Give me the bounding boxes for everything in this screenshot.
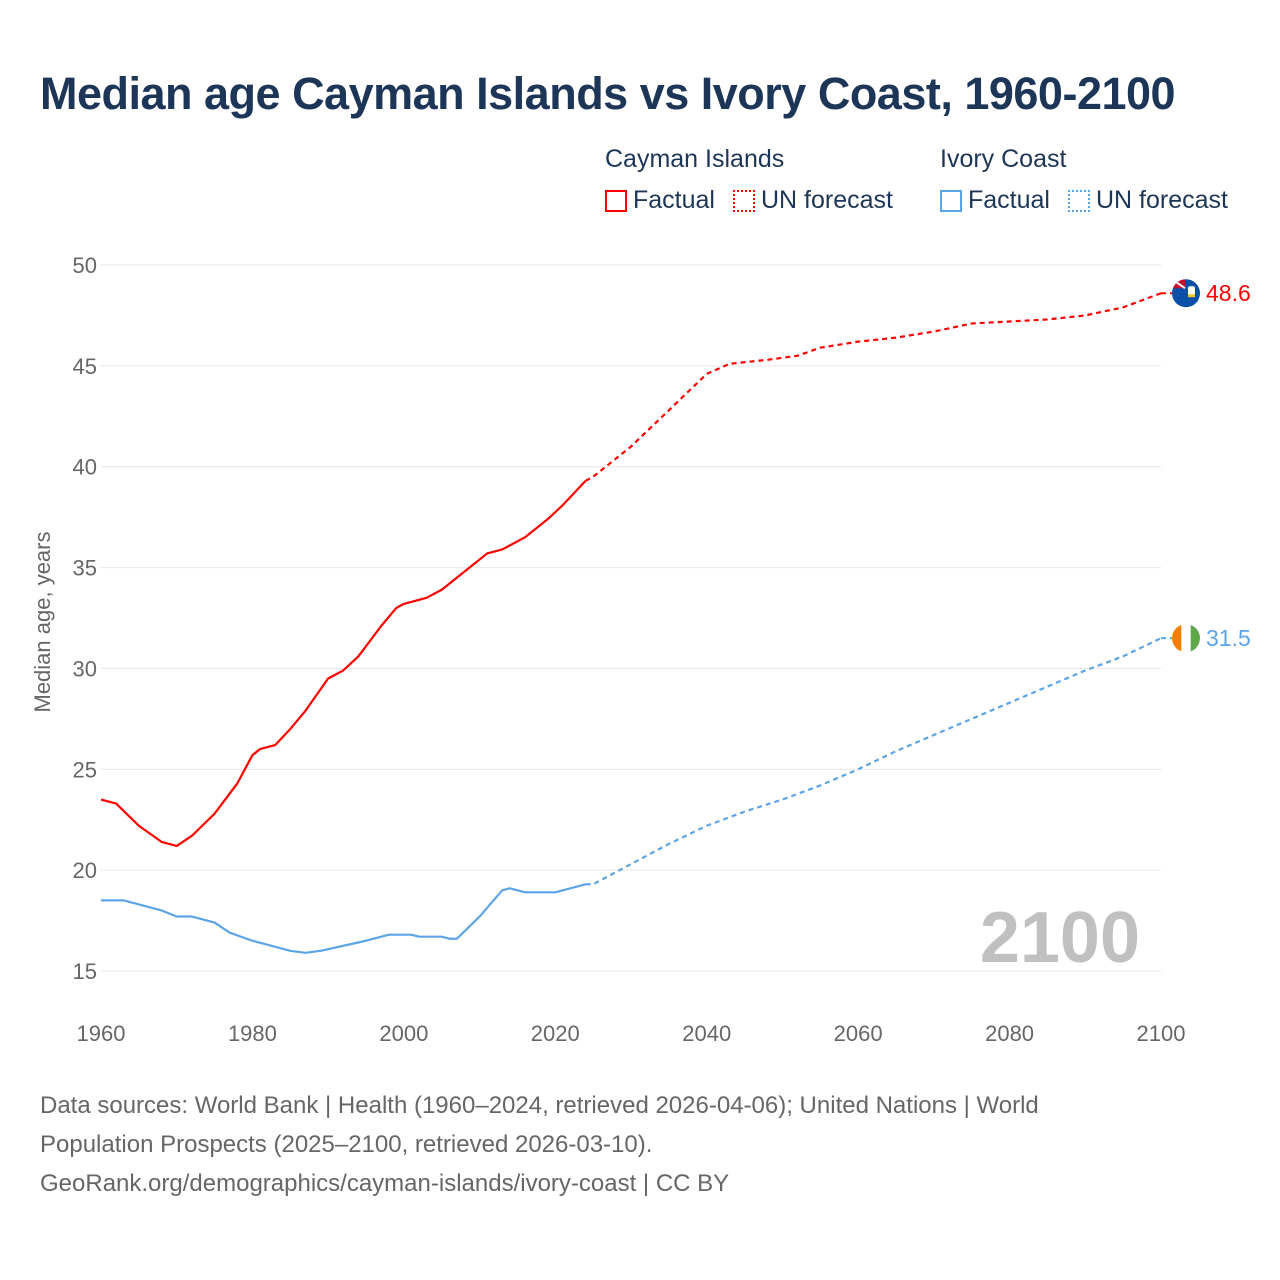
legend-swatch [732, 189, 755, 212]
cayman-flag-icon [1172, 279, 1200, 308]
x-tick-label: 2060 [834, 1021, 883, 1046]
y-tick-label: 20 [73, 858, 97, 883]
x-tick-label: 1980 [228, 1021, 277, 1046]
footer: Data sources: World Bank | Health (1960–… [40, 1086, 1190, 1203]
legend-label: Factual [968, 186, 1050, 214]
y-tick-label: 35 [73, 556, 97, 581]
y-tick-label: 15 [73, 959, 97, 984]
x-tick-label: 2000 [379, 1021, 428, 1046]
y-tick-label: 30 [73, 656, 97, 681]
y-tick-label: 45 [73, 354, 97, 379]
y-tick-label: 40 [73, 455, 97, 480]
x-tick-label: 2100 [1137, 1021, 1186, 1046]
y-tick-label: 50 [73, 253, 97, 278]
footer-sources-2: Population Prospects (2025–2100, retriev… [40, 1131, 653, 1158]
legend-item-ivory-forecast[interactable]: UN forecast [1067, 186, 1228, 215]
legend-country-label: Ivory Coast [940, 145, 1067, 173]
year-watermark: 2100 [980, 898, 1140, 978]
x-tick-label: 2040 [682, 1021, 731, 1046]
footer-sources-1: Data sources: World Bank | Health (1960–… [40, 1092, 1039, 1119]
y-axis-label: Median age, years [30, 532, 55, 713]
footer-link[interactable]: GeoRank.org/demographics/cayman-islands/… [40, 1170, 730, 1197]
legend-label: UN forecast [760, 186, 893, 214]
legend-country-label: Cayman Islands [605, 145, 785, 173]
series-line-forecast-0 [585, 292, 1162, 482]
ivory-coast-flag-icon [1172, 624, 1200, 653]
end-value-label: 31.5 [1206, 625, 1251, 651]
series-line-factual-1 [101, 883, 586, 954]
legend-swatch [605, 189, 627, 212]
x-tick-label: 2020 [531, 1021, 580, 1046]
legend-item-cayman-factual[interactable]: Factual [605, 186, 715, 215]
series-line-factual-0 [100, 480, 587, 848]
legend-swatch [1067, 189, 1090, 212]
legend-label: Factual [633, 186, 715, 214]
series-line-forecast-1 [585, 637, 1162, 886]
legend-item-ivory-factual[interactable]: Factual [940, 186, 1050, 215]
legend-cayman: Cayman Islands Factual UN forecast [605, 145, 893, 215]
y-tick-label: 25 [73, 757, 97, 782]
end-value-label: 48.6 [1206, 280, 1251, 306]
legend-item-cayman-forecast[interactable]: UN forecast [732, 186, 893, 215]
x-tick-label: 1960 [77, 1021, 126, 1046]
chart-title: Median age Cayman Islands vs Ivory Coast… [40, 68, 1176, 119]
legend-ivory-coast: Ivory Coast Factual UN forecast [940, 145, 1228, 215]
legend-label: UN forecast [1095, 186, 1228, 214]
x-tick-label: 2080 [985, 1021, 1034, 1046]
legend-swatch [940, 189, 962, 212]
